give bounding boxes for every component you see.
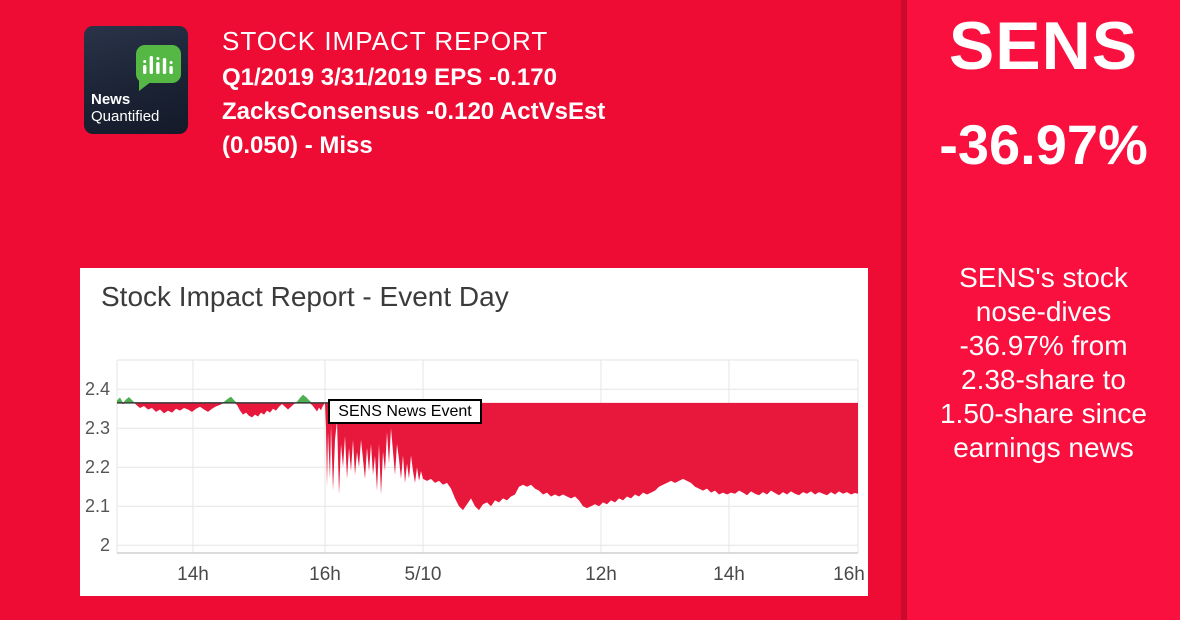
svg-text:16h: 16h xyxy=(309,564,341,585)
svg-text:2.3: 2.3 xyxy=(85,418,110,438)
desc-line-2: nose-dives xyxy=(975,296,1112,327)
svg-text:2: 2 xyxy=(100,535,110,555)
ticker-summary-panel: SENS -36.97% SENS's stock nose-dives -36… xyxy=(907,0,1180,620)
chart-title: Stock Impact Report - Event Day xyxy=(101,281,509,312)
chart-card: 2.4 2.3 2.2 2.1 2 14h 16h 5/10 12h 14h 16h Stock I… xyxy=(80,268,868,596)
bar-chart-icon xyxy=(143,56,173,74)
logo-text: News Quantified xyxy=(91,91,159,125)
logo-word-news: News xyxy=(91,91,131,108)
svg-text:16h: 16h xyxy=(833,564,865,585)
svg-text:12h: 12h xyxy=(585,564,617,585)
logo-word-quantified: Quantified xyxy=(91,108,160,125)
svg-text:14h: 14h xyxy=(177,564,209,585)
percent-change: -36.97% xyxy=(939,113,1148,176)
summary-line-1: Q1/2019 3/31/2019 EPS -0.170 xyxy=(222,64,557,91)
chart-speech-bubble-icon xyxy=(136,45,181,91)
svg-text:5/10: 5/10 xyxy=(405,564,442,585)
earnings-summary: Q1/2019 3/31/2019 EPS -0.170 ZacksConsen… xyxy=(222,61,605,163)
desc-line-1: SENS's stock xyxy=(959,262,1128,293)
news-quantified-logo: News Quantified xyxy=(84,26,188,134)
desc-line-4: 2.38-share to xyxy=(961,364,1126,395)
svg-text:2.4: 2.4 xyxy=(85,379,110,399)
desc-line-5: 1.50-share since xyxy=(939,398,1147,429)
svg-text:2.1: 2.1 xyxy=(85,496,110,516)
panel-divider xyxy=(901,0,907,620)
report-type-label: STOCK IMPACT REPORT xyxy=(222,26,549,56)
price-area-chart: 2.4 2.3 2.2 2.1 2 14h 16h 5/10 12h 14h 16h xyxy=(85,359,865,585)
svg-text:14h: 14h xyxy=(713,564,745,585)
move-description: SENS's stock nose-dives -36.97% from 2.3… xyxy=(907,261,1180,465)
news-event-tooltip: SENS News Event xyxy=(328,399,482,424)
desc-line-6: earnings news xyxy=(953,432,1134,463)
ticker-symbol: SENS xyxy=(948,8,1139,84)
summary-line-2: ZacksConsensus -0.120 ActVsEst xyxy=(222,98,606,125)
desc-line-3: -36.97% from xyxy=(959,330,1128,361)
svg-text:2.2: 2.2 xyxy=(85,457,110,477)
summary-line-3: (0.050) - Miss xyxy=(222,132,373,159)
bubble-tail xyxy=(139,81,152,91)
